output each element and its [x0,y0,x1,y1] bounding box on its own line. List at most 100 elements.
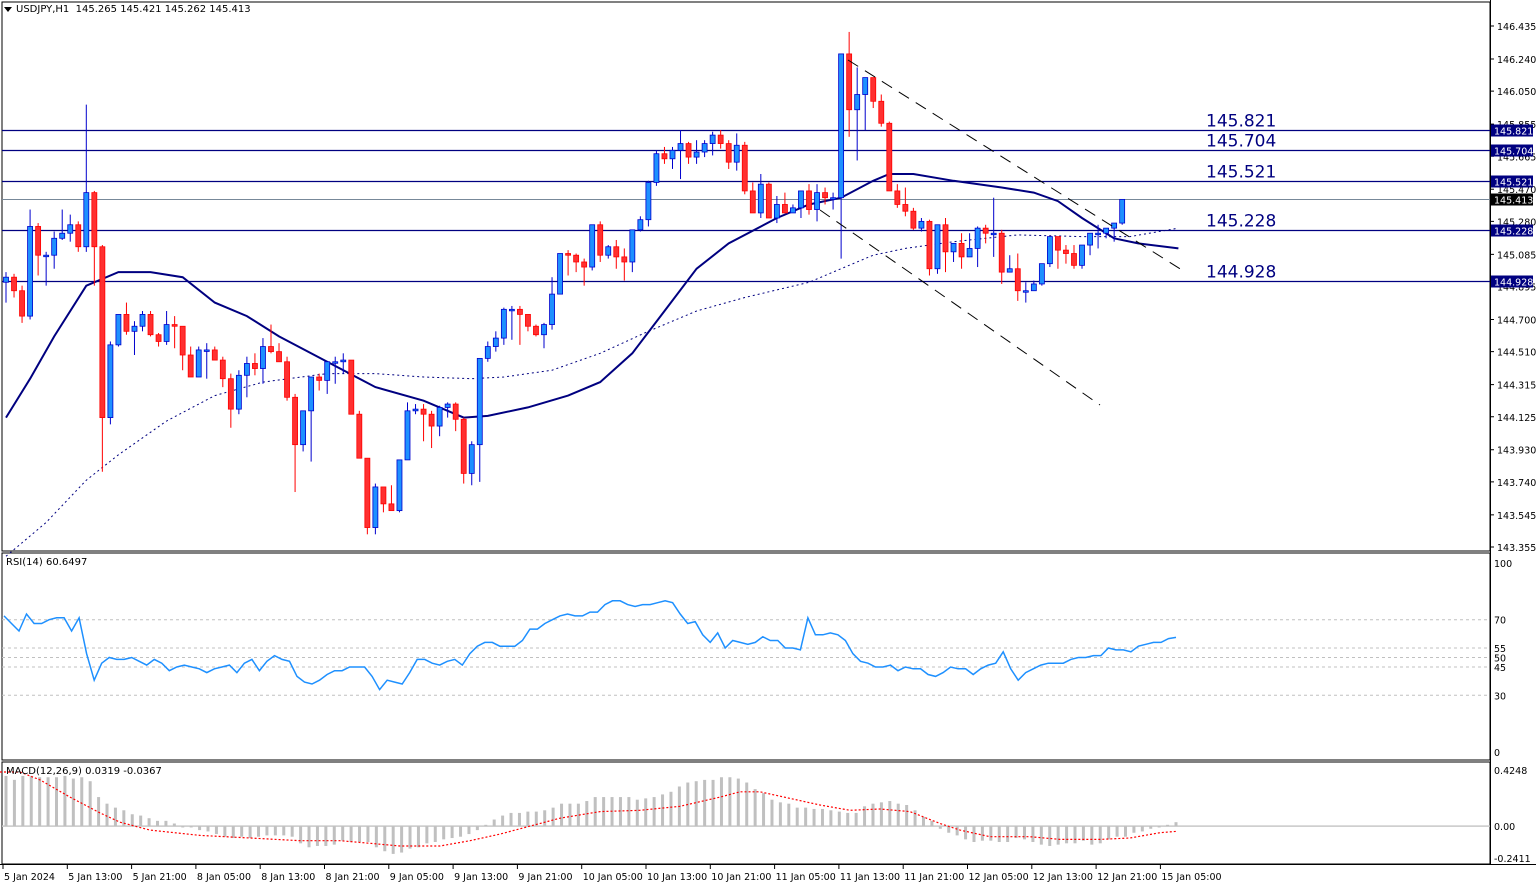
candle[interactable] [1022,282,1029,303]
candle[interactable] [51,231,58,269]
candle[interactable] [854,67,861,161]
candle[interactable] [260,338,266,384]
candle[interactable] [268,324,274,354]
candle[interactable] [677,130,684,180]
candle[interactable] [782,192,788,214]
candle[interactable] [725,140,732,169]
candle[interactable] [541,322,547,349]
candle[interactable] [894,184,901,208]
candle[interactable] [316,373,323,391]
candle[interactable] [59,209,66,240]
channel-lower-trendline[interactable] [819,209,1101,406]
candle[interactable] [741,141,748,195]
candle[interactable] [966,233,973,258]
candle[interactable] [533,324,539,337]
candle[interactable] [605,245,612,259]
candle[interactable] [147,311,154,337]
candle[interactable] [276,343,282,363]
candle[interactable] [171,316,178,349]
candle[interactable] [99,245,106,472]
candle[interactable] [11,273,17,298]
candle[interactable] [902,187,909,217]
candle[interactable] [557,253,563,295]
candle[interactable] [581,258,588,286]
candle[interactable] [942,217,949,273]
candle[interactable] [179,325,186,371]
candlesticks[interactable] [3,31,1126,535]
candle[interactable] [749,182,756,214]
time-axis[interactable]: 5 Jan 2024 5 Jan 13:00 5 Jan 21:00 8 Jan 05… [2,864,1222,883]
candle[interactable] [203,343,210,379]
candle[interactable] [701,140,708,158]
candle[interactable] [974,226,981,268]
candle[interactable] [372,483,379,535]
candle[interactable] [115,314,122,347]
candle[interactable] [1006,255,1013,273]
candle[interactable] [19,285,25,323]
candle[interactable] [436,405,443,437]
candle[interactable] [67,214,74,242]
candle[interactable] [886,121,893,192]
candle[interactable] [492,331,499,352]
candle[interactable] [1103,227,1110,239]
candle[interactable] [484,341,491,362]
candle[interactable] [460,417,467,484]
candle[interactable] [958,233,965,269]
candle[interactable] [934,224,941,274]
candle[interactable] [1079,244,1085,269]
candle[interactable] [107,341,114,425]
candle[interactable] [765,182,772,219]
candle[interactable] [163,311,170,345]
candle[interactable] [356,410,363,459]
candle[interactable] [757,174,764,218]
candle[interactable] [1119,198,1126,225]
candle[interactable] [91,190,98,286]
candle[interactable] [629,229,636,273]
candle[interactable] [187,346,194,378]
candle[interactable] [83,104,90,252]
candle[interactable] [830,192,836,210]
candle[interactable] [653,150,660,186]
candle[interactable] [324,361,331,394]
candle[interactable] [1071,245,1077,269]
candle[interactable] [1087,232,1093,256]
candle[interactable] [420,404,427,442]
candle[interactable] [300,410,307,452]
candle[interactable] [227,373,234,428]
candle[interactable] [219,356,226,388]
candle[interactable] [669,146,676,169]
candle[interactable] [75,221,82,252]
candle[interactable] [131,321,138,356]
candle[interactable] [717,130,724,149]
candle[interactable] [910,207,917,230]
candle[interactable] [621,248,628,281]
candle[interactable] [1047,236,1053,268]
candle[interactable] [990,197,997,257]
candle[interactable] [878,94,885,127]
candle[interactable] [452,402,459,432]
candle[interactable] [798,190,804,218]
candle[interactable] [645,180,652,227]
candle[interactable] [693,140,700,164]
support-resistance-levels[interactable]: 145.821145.821145.704145.704145.521145.5… [2,112,1533,289]
candle[interactable] [814,184,820,222]
price-pane[interactable] [1,1,1491,552]
candle[interactable] [3,272,9,303]
candle[interactable] [982,224,989,244]
candle[interactable] [950,242,957,262]
candle[interactable] [284,356,290,401]
candle[interactable] [308,376,315,462]
candle[interactable] [292,393,298,493]
candle[interactable] [1014,253,1021,301]
candle[interactable] [846,31,853,137]
candle[interactable] [380,486,387,513]
candle[interactable] [27,209,33,320]
candle[interactable] [444,402,451,418]
candle[interactable] [340,353,347,374]
candle[interactable] [195,346,202,378]
candle[interactable] [637,216,644,232]
candle[interactable] [211,346,218,361]
candle[interactable] [476,357,483,482]
